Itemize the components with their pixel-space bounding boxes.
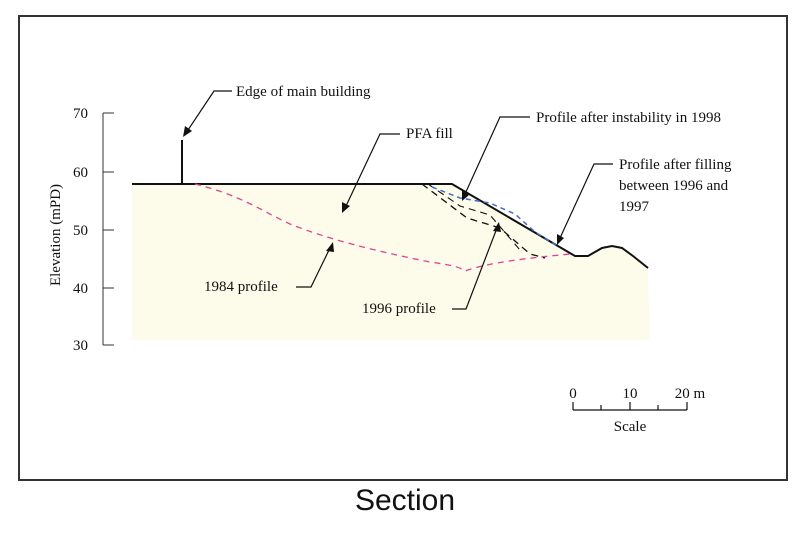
label-pfa-fill: PFA fill bbox=[406, 126, 453, 142]
scale-bar bbox=[572, 402, 688, 411]
arrow-heads bbox=[183, 126, 564, 252]
ground-profile-line bbox=[132, 183, 649, 269]
label-filling-line3: 1997 bbox=[619, 199, 650, 215]
y-axis-ticks bbox=[103, 112, 114, 346]
scale-tick-10: 10 bbox=[623, 386, 638, 402]
y-tick-40: 40 bbox=[73, 281, 88, 297]
label-edge-of-main-building: Edge of main building bbox=[236, 84, 371, 100]
y-tick-70: 70 bbox=[73, 106, 88, 122]
label-filling-line2: between 1996 and bbox=[619, 178, 729, 194]
scale-label: Scale bbox=[614, 419, 647, 435]
y-tick-30: 30 bbox=[73, 338, 88, 354]
scale-tick-20: 20 m bbox=[675, 386, 706, 402]
profile-1998-line bbox=[431, 186, 557, 246]
pfa-fill-area bbox=[132, 184, 650, 340]
label-filling-line1: Profile after filling bbox=[619, 157, 732, 173]
profile-1984-line bbox=[194, 183, 571, 272]
y-tick-60: 60 bbox=[73, 165, 88, 181]
scale-tick-0: 0 bbox=[569, 386, 577, 402]
y-axis-label: Elevation (mPD) bbox=[48, 184, 64, 286]
figure-caption: Section bbox=[354, 484, 456, 517]
y-tick-50: 50 bbox=[73, 223, 88, 239]
label-profile-1998: Profile after instability in 1998 bbox=[536, 110, 721, 126]
profile-1996-line-upper bbox=[427, 183, 521, 251]
label-1984-profile: 1984 profile bbox=[204, 279, 278, 295]
label-1996-profile: 1996 profile bbox=[362, 301, 436, 317]
leader-lines bbox=[187, 90, 613, 310]
